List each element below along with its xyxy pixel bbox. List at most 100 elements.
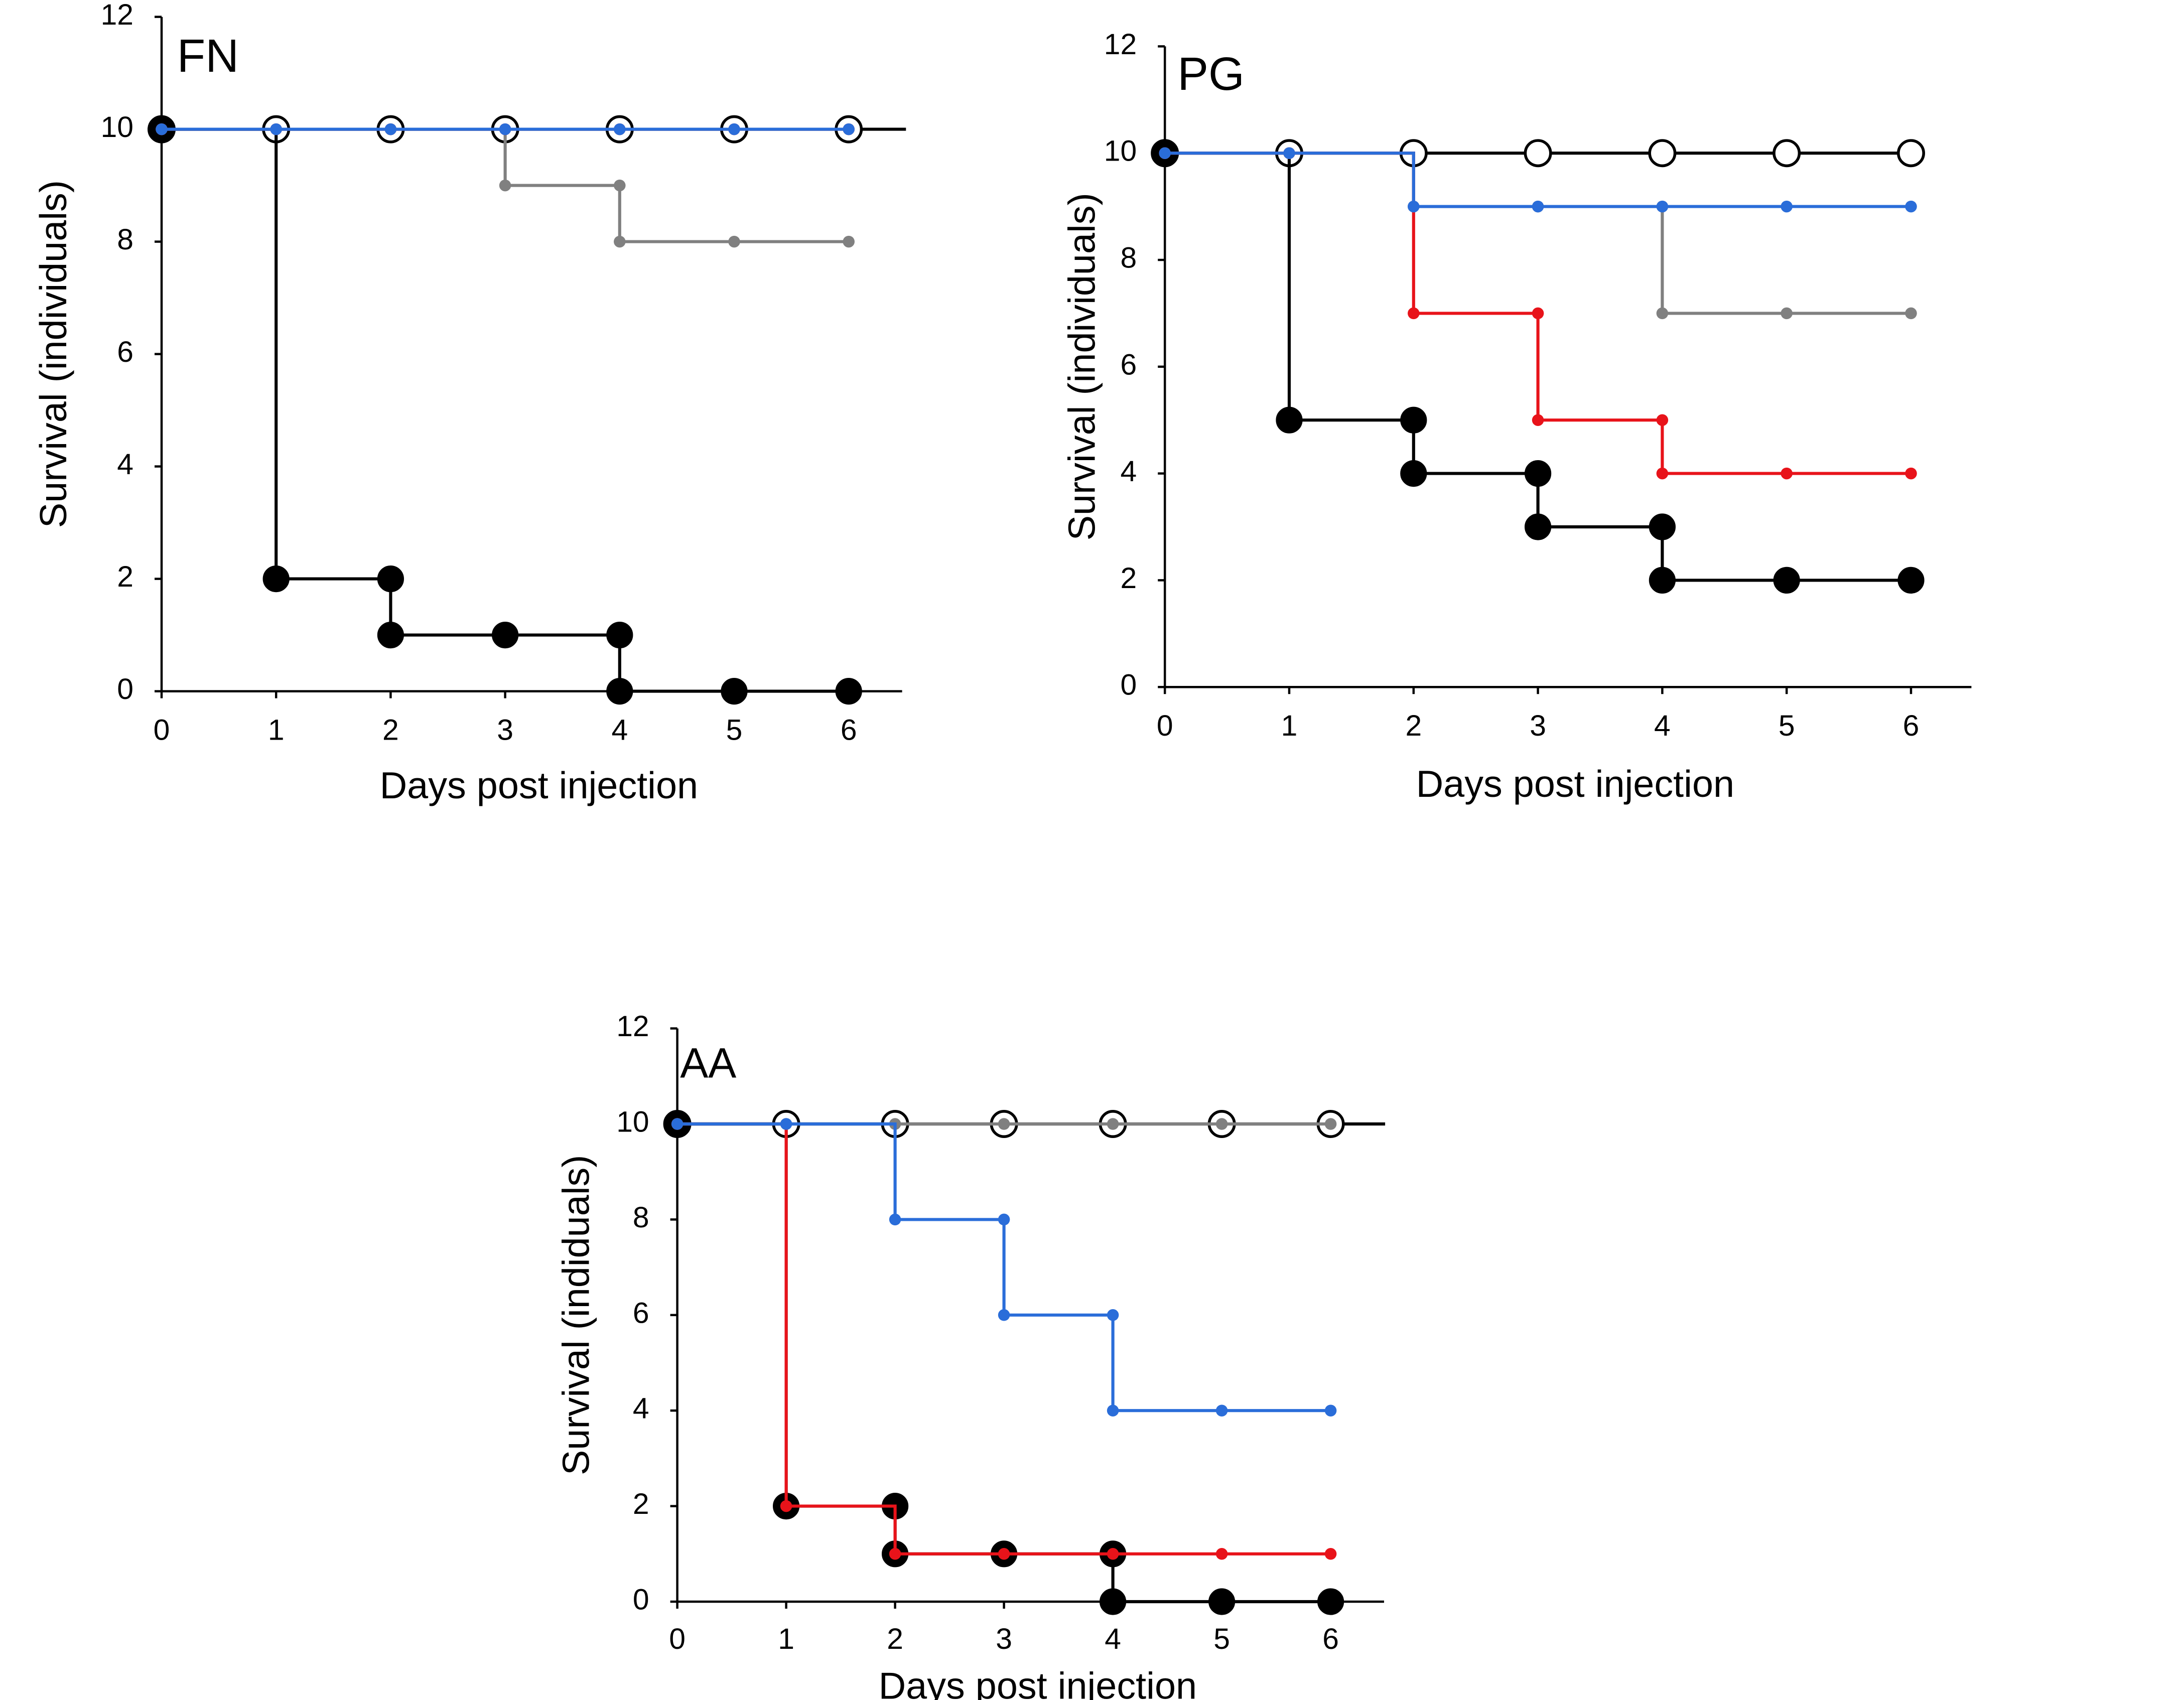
x-tick-label: 6	[1903, 710, 1920, 742]
x-tick-label: 5	[726, 714, 743, 746]
y-tick-label: 12	[1104, 28, 1137, 61]
y-axis-label: Survival (indiduals)	[556, 1155, 598, 1475]
data-point	[1524, 139, 1552, 168]
x-tick-label: 5	[1779, 710, 1795, 742]
x-tick-label: 1	[1281, 710, 1298, 742]
series-line	[677, 1122, 1331, 1412]
y-tick-label: 8	[117, 223, 133, 256]
data-point	[1532, 307, 1544, 320]
series-line	[677, 1122, 1331, 1555]
series-blue	[1159, 147, 1917, 213]
x-tick-label: 6	[841, 714, 857, 746]
data-point	[1408, 307, 1420, 320]
series-grey	[156, 123, 855, 248]
data-point	[835, 678, 862, 705]
data-point	[499, 123, 511, 135]
x-tick-label: 1	[778, 1623, 794, 1655]
y-tick-label: 4	[633, 1392, 649, 1425]
y-tick-label: 0	[633, 1584, 649, 1616]
x-tick-label: 2	[887, 1623, 903, 1655]
data-point	[998, 1309, 1010, 1321]
data-point	[1773, 566, 1800, 594]
data-point	[614, 235, 626, 248]
x-tick-label: 4	[1654, 710, 1671, 742]
data-point	[1107, 1118, 1119, 1130]
data-point	[780, 1500, 792, 1512]
y-tick-label: 2	[1120, 562, 1137, 595]
data-point	[998, 1548, 1010, 1560]
data-point	[728, 123, 740, 135]
y-tick-label: 2	[117, 560, 133, 593]
x-tick-label: 4	[1105, 1623, 1121, 1655]
data-point	[843, 123, 855, 135]
data-point	[1656, 200, 1669, 213]
data-point	[1656, 307, 1669, 320]
data-point	[1215, 1404, 1228, 1416]
series-black-filled	[148, 116, 862, 705]
chart-title: AA	[680, 1040, 736, 1087]
data-point	[1159, 147, 1171, 159]
data-point	[1656, 467, 1669, 480]
data-point	[721, 678, 748, 705]
y-axis-label: Survival (individuals)	[1061, 193, 1104, 540]
data-point	[1772, 139, 1801, 168]
series-line	[677, 1122, 1331, 1604]
data-point	[1208, 1588, 1236, 1615]
y-tick-label: 6	[117, 336, 133, 368]
y-tick-label: 2	[633, 1488, 649, 1520]
x-tick-label: 3	[996, 1623, 1012, 1655]
series-line	[162, 127, 849, 693]
data-point	[614, 123, 626, 135]
y-tick-label: 10	[1104, 135, 1137, 168]
data-point	[1276, 406, 1303, 434]
x-tick-label: 6	[1322, 1623, 1339, 1655]
data-point	[1283, 147, 1295, 159]
data-point	[1781, 307, 1793, 320]
data-point	[1400, 460, 1427, 487]
y-tick-label: 8	[633, 1201, 649, 1234]
data-point	[1649, 566, 1676, 594]
data-point	[1107, 1309, 1119, 1321]
x-tick-label: 0	[154, 714, 170, 746]
data-point	[1905, 467, 1917, 480]
data-point	[1324, 1404, 1337, 1416]
data-point	[1905, 307, 1917, 320]
data-point	[377, 565, 404, 593]
x-axis-label: Days post injection	[380, 765, 698, 807]
data-point	[1897, 566, 1925, 594]
data-point	[671, 1118, 684, 1130]
x-axis-label: Days post injection	[1416, 763, 1734, 805]
data-point	[1525, 460, 1552, 487]
data-point	[384, 123, 397, 135]
data-point	[1897, 139, 1926, 168]
chart-title: PG	[1177, 48, 1245, 100]
data-point	[780, 1118, 792, 1130]
y-tick-label: 0	[117, 673, 133, 705]
x-tick-label: 2	[382, 714, 399, 746]
x-tick-label: 4	[611, 714, 628, 746]
x-tick-label: 3	[497, 714, 513, 746]
data-point	[1781, 200, 1793, 213]
x-tick-label: 2	[1405, 710, 1422, 742]
y-tick-label: 6	[1120, 348, 1137, 381]
series-black-filled	[664, 1110, 1344, 1615]
data-point	[1215, 1548, 1228, 1560]
data-point	[1532, 414, 1544, 426]
data-point	[1656, 414, 1669, 426]
data-point	[998, 1213, 1010, 1226]
series-blue	[156, 123, 855, 135]
data-point	[156, 123, 168, 135]
series-grey	[1159, 147, 1917, 320]
data-point	[889, 1548, 901, 1560]
data-point	[1324, 1548, 1337, 1560]
series-line	[1165, 152, 1911, 315]
data-point	[998, 1118, 1010, 1130]
series-blue	[671, 1118, 1337, 1416]
data-point	[1532, 200, 1544, 213]
data-point	[889, 1213, 901, 1226]
x-tick-label: 5	[1213, 1623, 1230, 1655]
x-tick-label: 1	[268, 714, 285, 746]
data-point	[1649, 513, 1676, 540]
